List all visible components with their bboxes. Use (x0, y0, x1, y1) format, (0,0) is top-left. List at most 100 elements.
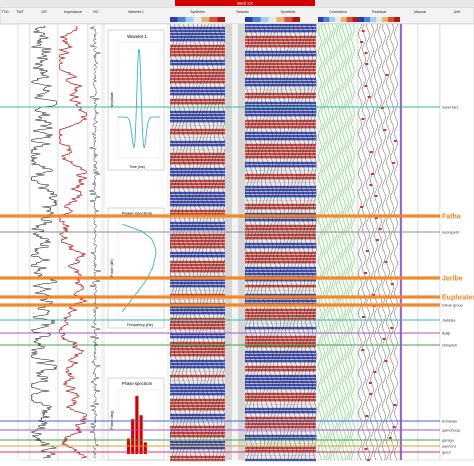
correlation-trace (342, 23, 346, 461)
seismic-stripe (170, 153, 225, 156)
header-colorbar-cell (170, 17, 178, 22)
seismic-stripe (170, 372, 225, 375)
residual-mark (360, 41, 364, 43)
header-colorbar-cell (252, 17, 261, 22)
seismic-stripe (170, 72, 225, 75)
seismic-stripe (170, 357, 225, 360)
horizon-label-right: Aaliji (442, 331, 450, 335)
seismic-stripe (170, 315, 225, 318)
seismic-stripe (245, 147, 316, 150)
seismic-stripe (170, 39, 225, 42)
residual-mark (360, 206, 364, 208)
seismic-stripe (170, 306, 225, 309)
seismic-trace (245, 23, 249, 461)
seismic-trace (289, 23, 293, 461)
header-colorbar-cell (394, 17, 400, 22)
seismic-stripe (245, 204, 316, 207)
seismic-stripe (170, 90, 225, 93)
seismic-trace (277, 23, 281, 461)
seismic-stripe (170, 252, 225, 255)
seismic-stripe (245, 408, 316, 411)
residual-mark (383, 129, 387, 131)
seismic-stripe (245, 459, 316, 462)
power-spectrum-panel: Power spectrum Power (dB) Frequency (Hz) (107, 207, 165, 329)
seismic-stripe (170, 168, 225, 171)
seismic-stripe (170, 450, 225, 453)
seismic-stripe (245, 246, 316, 249)
seismic-stripe (245, 72, 316, 75)
seismic-stripe (170, 369, 225, 372)
track-header-corr[interactable]: Correlation (329, 10, 347, 14)
horizon-label-right: Jaddala (442, 318, 456, 322)
wavelet-ylabel: Amplitude (110, 92, 114, 108)
phase-bar (143, 442, 147, 454)
residual-mark (369, 382, 373, 384)
track-header-resid[interactable]: Residual (372, 10, 386, 14)
track-header-imp[interactable]: Impedance (64, 10, 82, 14)
seismic-stripe (245, 339, 316, 342)
seismic-stripe (245, 423, 316, 426)
seismic-stripe (170, 261, 225, 264)
track-header-seis2[interactable]: Seismic (236, 10, 249, 14)
seismic-stripe (245, 36, 316, 39)
track-header-seis1[interactable]: Synthetic (190, 10, 205, 14)
track-header-seis3[interactable]: Synthetic (281, 10, 296, 14)
residual-mark (382, 338, 386, 340)
seismic-trace (281, 23, 285, 461)
seismic-stripe (170, 345, 225, 348)
seismic-stripe (245, 342, 316, 345)
header-colorbar-cell (335, 17, 341, 22)
track-header-wavelet[interactable]: Wavelet 1 (128, 10, 144, 14)
track-header-rc[interactable]: RC (93, 10, 99, 14)
seismic-stripe (170, 294, 225, 297)
seismic-stripe (170, 201, 225, 204)
seismic-stripe (245, 81, 316, 84)
seismic-trace (174, 23, 178, 461)
seismic-stripe (170, 222, 225, 225)
seismic-stripe (245, 243, 316, 246)
correlation-trace (327, 23, 331, 461)
track-header-unit[interactable]: Unit (454, 10, 460, 14)
residual-mark (364, 85, 368, 87)
banner-label: Well XX (237, 1, 253, 6)
seismic-trace (202, 23, 206, 461)
seismic-trace (261, 23, 265, 461)
track-header-manual[interactable]: Manual (414, 10, 426, 14)
residual-mark (393, 404, 397, 406)
seismic-stripe (170, 348, 225, 351)
track-header-tvd[interactable]: TVD (1, 10, 9, 14)
header-colorbar-cell (260, 17, 269, 22)
seismic-stripe (170, 96, 225, 99)
phase-bar (139, 415, 143, 454)
seismic-trace (218, 23, 222, 461)
seismic-stripe (170, 66, 225, 69)
residual-mark (385, 74, 389, 76)
track-header-twt[interactable]: TWT (16, 10, 25, 14)
residual-mark (370, 173, 374, 175)
spectrum-title: Power spectrum (122, 211, 153, 216)
header-colorbar-cell (382, 17, 388, 22)
horizon-label-right: sarmord (442, 444, 456, 448)
residual-trace (378, 23, 382, 461)
seismic-stripe (245, 252, 316, 255)
seismic-stripe (245, 90, 316, 93)
seismic-panels (170, 23, 317, 462)
header-colorbar-cell (276, 17, 285, 22)
correlation-trace (345, 23, 349, 461)
seismic-stripe (245, 195, 316, 198)
seismic-stripe (245, 162, 316, 165)
seismic-stripe (245, 198, 316, 201)
seismic-stripe (245, 288, 316, 291)
seismic-stripe (245, 207, 316, 210)
correlation-trace (321, 23, 325, 461)
seismic-stripe (245, 453, 316, 456)
spectrum-ylabel: Power (dB) (110, 259, 114, 277)
seismic-stripe (245, 69, 316, 72)
track-header-gr[interactable]: GR (41, 10, 47, 14)
seismic-stripe (245, 345, 316, 348)
horizon-label-right: Jeribe (442, 275, 463, 282)
seismic-trace (222, 23, 226, 461)
seismic-stripe (245, 234, 316, 237)
right-columns (417, 23, 474, 461)
seismic-stripe (245, 219, 316, 222)
